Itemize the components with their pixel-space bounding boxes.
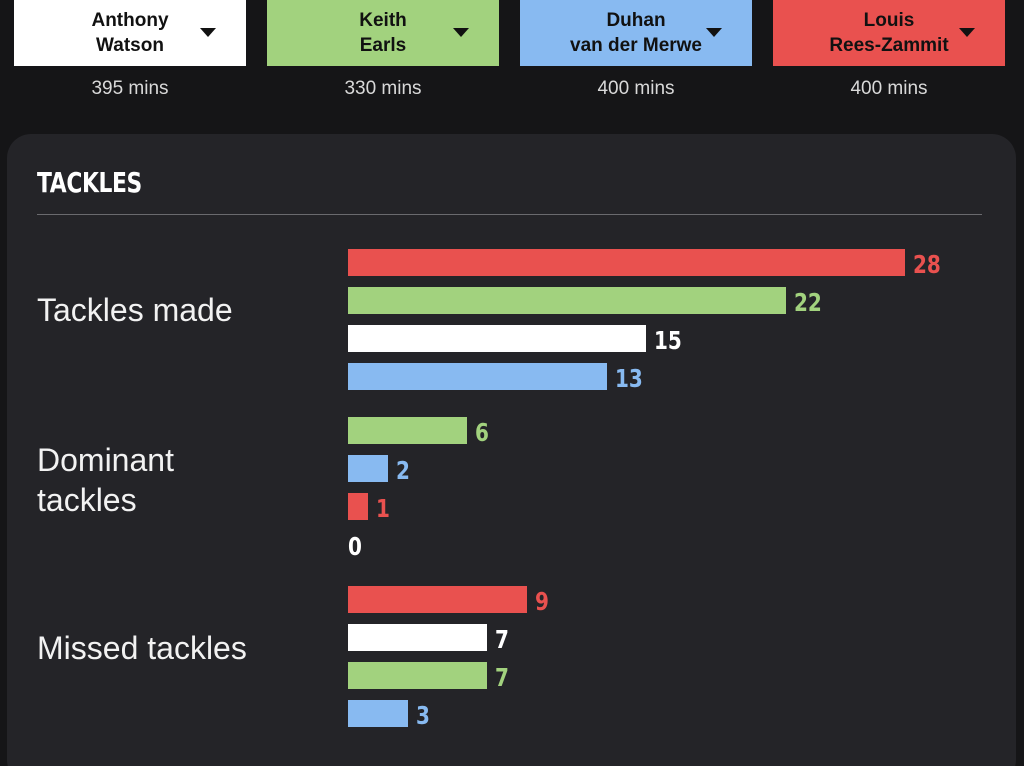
tackles-panel: TACKLES [7,134,1016,766]
player-first-name: Louis [863,10,915,31]
player-name-2: Keith Earls [359,8,407,58]
player-name-1: Anthony Watson [91,8,168,58]
player-selector-row: Anthony Watson 395 mins Keith Earls 330 … [0,0,1024,120]
caret-down-icon[interactable] [706,28,722,37]
player-minutes: 330 mins [344,78,422,99]
player-minutes: 400 mins [597,78,675,99]
player-first-name: Keith [359,10,407,31]
player-select-1[interactable]: Anthony Watson [14,0,246,66]
caret-down-icon[interactable] [453,28,469,37]
player-column-3: Duhan van der Merwe 400 mins [520,0,752,100]
player-minutes: 395 mins [91,78,169,99]
panel-title: TACKLES [37,166,142,199]
player-first-name: Duhan [606,10,666,31]
player-last-name: van der Merwe [570,35,702,56]
player-last-name: Rees-Zammit [829,35,949,56]
player-name-3: Duhan van der Merwe [570,8,702,58]
caret-down-icon[interactable] [959,28,975,37]
player-last-name: Watson [96,35,164,56]
player-minutes: 400 mins [850,78,928,99]
player-select-2[interactable]: Keith Earls [267,0,499,66]
player-select-3[interactable]: Duhan van der Merwe [520,0,752,66]
player-column-1: Anthony Watson 395 mins [14,0,246,100]
panel-divider [37,214,982,215]
player-select-4[interactable]: Louis Rees-Zammit [773,0,1005,66]
player-column-2: Keith Earls 330 mins [267,0,499,100]
player-last-name: Earls [359,35,407,56]
player-name-4: Louis Rees-Zammit [829,8,948,58]
player-column-4: Louis Rees-Zammit 400 mins [773,0,1005,100]
player-first-name: Anthony [91,10,169,31]
caret-down-icon[interactable] [200,28,216,37]
